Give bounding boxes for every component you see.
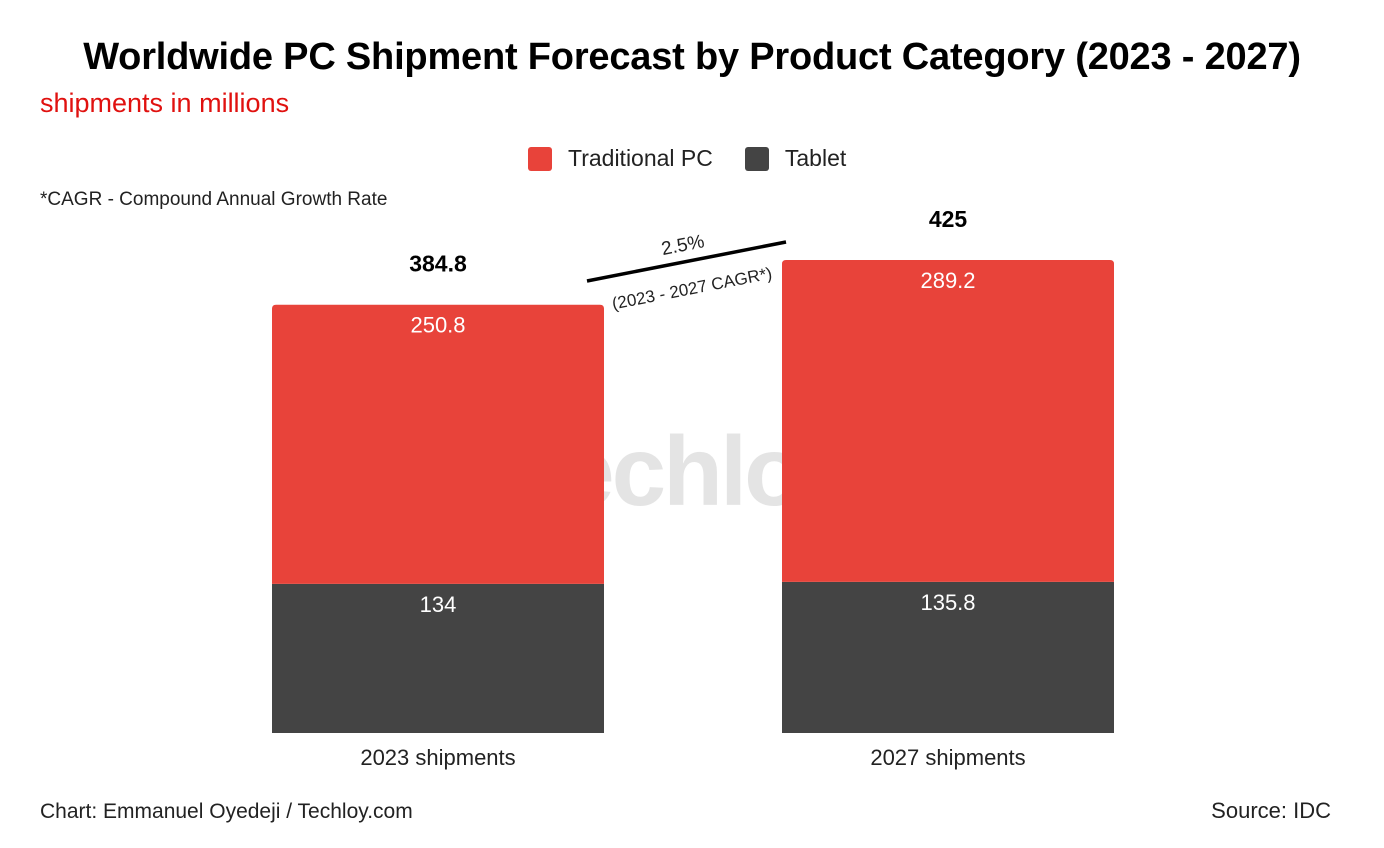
- bars-group: [272, 260, 1114, 733]
- chart-title: Worldwide PC Shipment Forecast by Produc…: [83, 36, 1301, 78]
- value-label-traditional-pc-2: 289.2: [920, 268, 975, 293]
- value-label-tablet-1: 134: [420, 592, 457, 617]
- bar-segment-tablet-1: [272, 583, 604, 733]
- cagr-annotation: 2.5% (2023 - 2027 CAGR*): [586, 231, 787, 313]
- chart-source: Source: IDC: [1211, 798, 1331, 823]
- chart-credit: Chart: Emmanuel Oyedeji / Techloy.com: [40, 800, 413, 823]
- category-label-2: 2027 shipments: [870, 745, 1025, 770]
- legend-label-tablet: Tablet: [784, 145, 847, 171]
- cagr-value-label: 2.5%: [660, 231, 707, 260]
- cagr-line: [586, 240, 787, 283]
- labels-group: 134 250.8 384.8 2023 shipments 135.8 289.2 425…: [360, 206, 1025, 770]
- value-label-traditional-pc-1: 250.8: [410, 313, 465, 338]
- category-label-1: 2023 shipments: [360, 745, 515, 770]
- legend-item-traditional-pc: Traditional PC: [528, 145, 713, 172]
- chart-subtitle: shipments in millions: [40, 88, 290, 118]
- total-label-2: 425: [929, 206, 968, 232]
- legend-swatch-traditional-pc: [528, 146, 552, 171]
- legend: Traditional PC Tablet: [528, 145, 878, 172]
- bar-segment-tablet-2: [782, 581, 1114, 733]
- bar-segment-traditional-pc-2: [782, 260, 1114, 582]
- cagr-footnote: *CAGR - Compound Annual Growth Rate: [40, 189, 388, 210]
- value-label-tablet-2: 135.8: [920, 590, 975, 615]
- bar-segment-traditional-pc-1: [272, 304, 604, 584]
- legend-label-traditional-pc: Traditional PC: [568, 145, 713, 171]
- total-label-1: 384.8: [409, 251, 467, 277]
- legend-item-tablet: Tablet: [744, 145, 847, 172]
- legend-swatch-tablet: [744, 146, 769, 171]
